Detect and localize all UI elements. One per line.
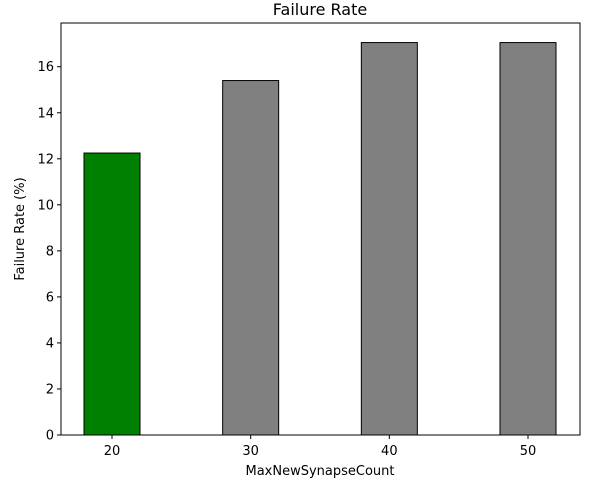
y-tick-label: 16 xyxy=(37,60,54,75)
y-tick-label: 8 xyxy=(46,244,54,259)
chart-title: Failure Rate xyxy=(273,0,367,19)
y-axis-label: Failure Rate (%) xyxy=(13,177,28,280)
x-axis-ticks: 20 30 40 50 xyxy=(104,435,537,459)
y-tick-label: 2 xyxy=(46,382,54,397)
bar-20 xyxy=(83,152,141,436)
y-tick-label: 10 xyxy=(37,198,54,213)
y-axis-ticks: 0 2 4 6 8 10 12 14 16 xyxy=(37,60,61,444)
bars-group xyxy=(83,42,557,436)
x-tick-label: 40 xyxy=(381,444,398,459)
y-tick-label: 4 xyxy=(46,336,54,351)
x-axis-label: MaxNewSynapseCount xyxy=(245,464,394,479)
y-tick-label: 14 xyxy=(37,106,54,121)
y-tick-label: 12 xyxy=(37,152,54,167)
bar-40 xyxy=(360,42,418,436)
x-tick-label: 20 xyxy=(104,444,121,459)
y-tick-label: 0 xyxy=(46,429,54,444)
y-tick-label: 6 xyxy=(46,290,54,305)
bar-50 xyxy=(499,42,557,436)
bar-30 xyxy=(222,80,280,436)
plot-frame xyxy=(60,22,581,436)
x-tick-label: 30 xyxy=(242,444,259,459)
x-tick-label: 50 xyxy=(520,444,537,459)
